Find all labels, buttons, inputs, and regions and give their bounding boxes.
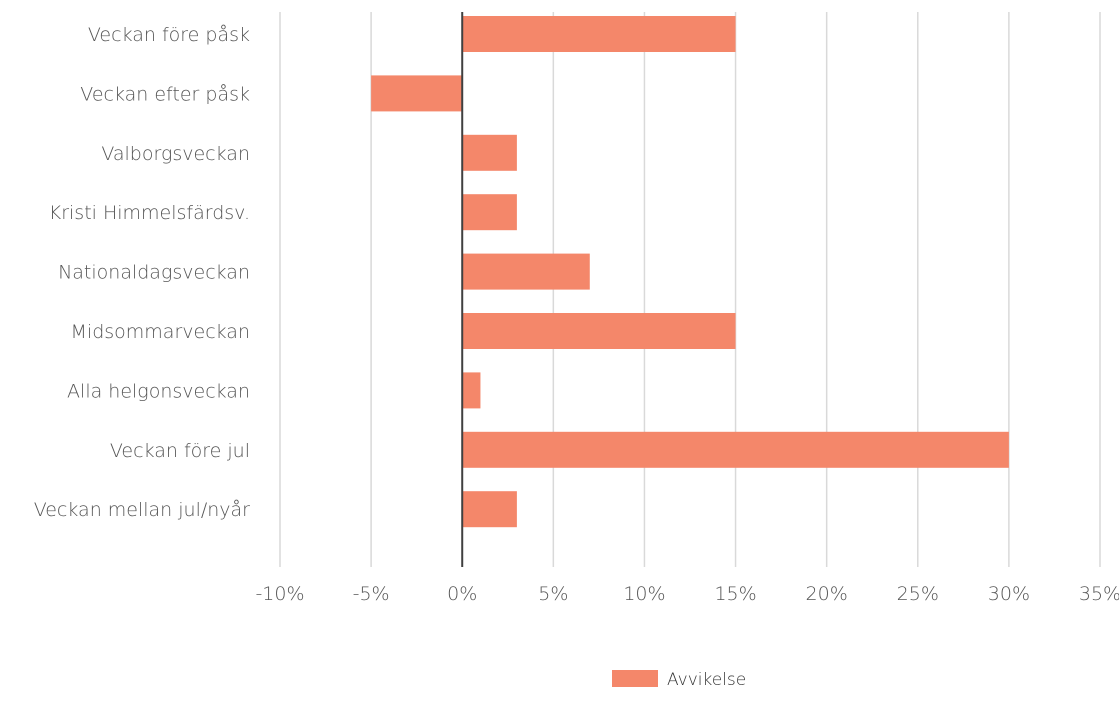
category-label: Veckan före påsk: [88, 24, 250, 46]
x-tick-label: 35%: [1079, 583, 1119, 605]
x-tick-label: -10%: [255, 583, 304, 605]
category-label: Veckan efter påsk: [80, 83, 250, 105]
bar: [371, 75, 463, 112]
category-label: Kristi Himmelsfärdsv.: [49, 202, 250, 224]
x-tick-label: 10%: [623, 583, 665, 605]
x-tick-label: 30%: [988, 583, 1030, 605]
x-tick-label: 0%: [447, 583, 477, 605]
bar: [462, 431, 1009, 468]
category-label: Valborgsveckan: [101, 143, 250, 165]
x-tick-label: 20%: [806, 583, 848, 605]
category-labels: Veckan före påsk Veckan efter påsk Valborg…: [34, 24, 250, 521]
bar: [462, 16, 736, 52]
category-label: Alla helgonsveckan: [67, 380, 250, 402]
x-tick-label: 5%: [538, 583, 568, 605]
legend-label: Avvikelse: [667, 670, 746, 690]
x-tick-label: 15%: [714, 583, 756, 605]
bar: [462, 313, 736, 349]
bar: [462, 253, 590, 290]
category-label: Nationaldagsveckan: [58, 262, 250, 284]
bars: [371, 16, 1009, 528]
x-tick-label: -5%: [353, 583, 390, 605]
category-label: Veckan före jul: [110, 440, 250, 462]
legend: Avvikelse: [612, 670, 746, 690]
category-label: Midsommarveckan: [71, 321, 250, 343]
bar: [462, 134, 517, 171]
bar: [462, 194, 517, 231]
x-tick-labels: -10% -5% 0% 5% 10% 15% 20% 25% 30% 35%: [255, 583, 1119, 605]
bar: [462, 491, 517, 528]
bar: [462, 372, 481, 409]
x-tick-label: 25%: [897, 583, 939, 605]
legend-swatch: [612, 670, 658, 687]
category-label: Veckan mellan jul/nyår: [34, 499, 250, 521]
